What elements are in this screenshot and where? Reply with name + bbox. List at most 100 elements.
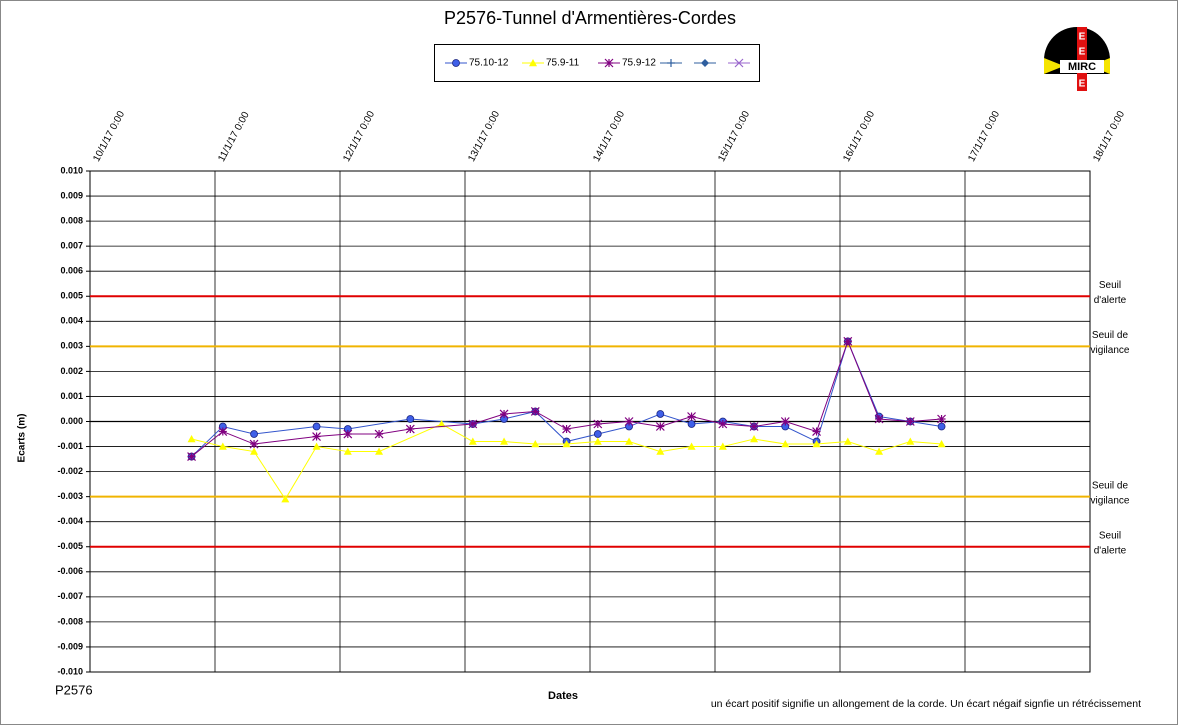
marker-shape (875, 447, 884, 455)
y-tick-label: 0.006 (60, 266, 83, 276)
logo-letter: E (1079, 79, 1086, 90)
logo-bar (1077, 27, 1087, 91)
marker (529, 59, 537, 67)
y-tick-label: -0.009 (57, 641, 83, 651)
marker (718, 442, 727, 450)
y-tick-label: 0.008 (60, 215, 83, 225)
marker (749, 422, 759, 431)
legend-label: 75.9-11 (546, 58, 580, 69)
marker-shape (655, 422, 665, 431)
marker-shape (500, 437, 509, 445)
marker-shape (218, 442, 227, 450)
marker-shape (937, 440, 946, 448)
marker-shape (437, 420, 446, 428)
threshold-label: d'alerte (1094, 545, 1127, 556)
marker (249, 439, 259, 449)
y-tick-label: -0.007 (57, 591, 83, 601)
threshold-label: Seuil de (1092, 480, 1129, 491)
marker (687, 420, 696, 428)
y-tick-label: 0.004 (60, 316, 83, 326)
marker (499, 409, 509, 419)
marker (687, 442, 696, 450)
marker (718, 419, 728, 429)
logo-letter: E (1079, 47, 1086, 58)
marker (667, 59, 675, 67)
threshold-label: d'alerte (1094, 295, 1127, 306)
marker-shape (937, 422, 946, 431)
marker (468, 419, 478, 429)
marker-shape (656, 447, 665, 455)
marker (530, 407, 540, 416)
marker (780, 417, 790, 426)
y-tick-label: -0.006 (57, 566, 83, 576)
marker-shape (749, 422, 759, 431)
chart-title: P2576-Tunnel d'Armentières-Cordes (444, 8, 736, 28)
legend-label: 75.10-12 (469, 58, 509, 69)
marker (875, 447, 884, 455)
marker (656, 410, 665, 418)
y-axis-label: Ecarts (m) (17, 414, 28, 463)
marker-shape (656, 410, 665, 418)
marker (624, 417, 634, 426)
marker-shape (750, 435, 759, 443)
marker (452, 59, 460, 67)
marker-shape (906, 437, 915, 445)
marker-shape (250, 430, 258, 438)
marker (734, 58, 744, 68)
y-tick-label: 0.005 (60, 291, 83, 301)
marker (656, 447, 665, 455)
marker-shape (812, 440, 821, 448)
marker-shape (187, 435, 196, 443)
y-tick-label: -0.008 (57, 616, 83, 626)
marker (874, 414, 884, 424)
logo-triangle (1044, 58, 1064, 74)
marker (905, 417, 915, 426)
y-tick-label: -0.004 (57, 516, 83, 526)
marker (312, 422, 321, 431)
marker-shape (718, 442, 727, 450)
marker-shape (374, 429, 384, 439)
marker (281, 495, 290, 503)
threshold-label: Seuil (1099, 530, 1121, 541)
series-line (191, 423, 942, 501)
marker (312, 442, 321, 450)
marker (468, 437, 477, 445)
marker (312, 432, 321, 441)
marker (843, 336, 853, 346)
marker-shape (843, 437, 852, 445)
marker (562, 424, 571, 434)
marker-shape (343, 429, 353, 439)
marker-shape (937, 414, 946, 424)
marker-shape (281, 495, 290, 503)
y-tick-label: -0.001 (57, 441, 83, 451)
marker (937, 440, 946, 448)
marker (625, 437, 634, 445)
marker (781, 440, 790, 448)
marker-shape (687, 420, 696, 428)
footnote: un écart positif signifie un allongement… (711, 698, 1141, 710)
marker-shape (406, 415, 415, 423)
marker-shape (687, 442, 696, 450)
marker (812, 427, 821, 436)
marker-shape (843, 336, 853, 346)
marker (655, 422, 665, 431)
marker-shape (531, 440, 540, 448)
logo-plate (1060, 60, 1104, 73)
marker (187, 452, 196, 461)
marker (812, 440, 821, 448)
marker-shape (780, 417, 790, 426)
marker-shape (530, 407, 540, 416)
threshold-label: vigilance (1091, 495, 1130, 506)
marker-shape (375, 447, 384, 455)
marker (604, 58, 614, 68)
marker-shape (529, 59, 537, 67)
marker (343, 429, 353, 439)
marker-shape (249, 439, 259, 449)
legend-label: 75.9-12 (622, 58, 656, 69)
threshold-label: Seuil de (1092, 330, 1129, 341)
marker-shape (312, 422, 321, 431)
marker-shape (312, 432, 321, 441)
y-tick-label: -0.010 (57, 666, 83, 676)
marker-shape (734, 58, 744, 68)
